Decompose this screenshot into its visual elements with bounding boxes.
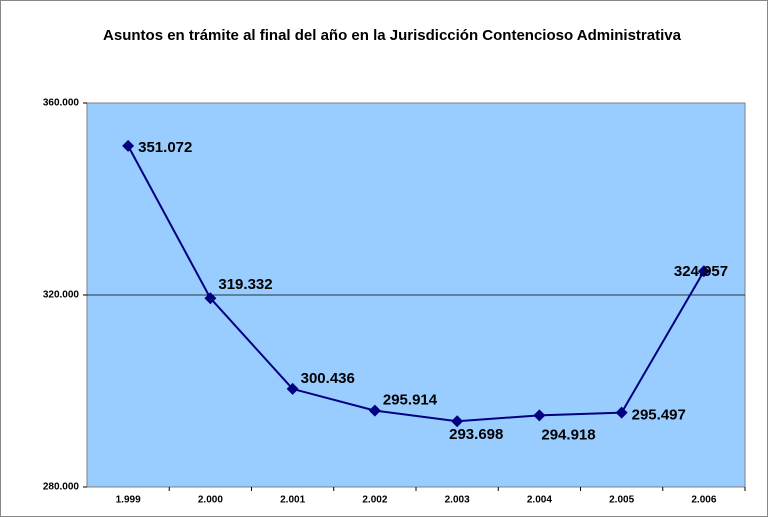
- marker: [697, 265, 710, 278]
- x-tick-label: 1.999: [116, 495, 141, 506]
- data-label: 324.957: [674, 263, 728, 280]
- marker: [615, 406, 628, 419]
- chart-title: Asuntos en trámite al final del año en l…: [103, 27, 681, 44]
- x-tick-label: 2.001: [280, 495, 305, 506]
- x-tick-label: 2.006: [691, 495, 716, 506]
- data-label: 295.914: [383, 392, 438, 409]
- marker: [204, 292, 217, 305]
- data-label: 293.698: [449, 426, 503, 443]
- series-line: [127, 145, 705, 423]
- marker: [122, 139, 135, 152]
- marker: [533, 409, 546, 422]
- data-label: 319.332: [218, 276, 272, 293]
- y-tick-label: 280.000: [43, 482, 80, 493]
- x-tick-label: 2.005: [609, 495, 634, 506]
- marker: [451, 415, 464, 428]
- marker: [286, 382, 299, 395]
- y-tick-label: 320.000: [43, 290, 80, 301]
- x-tick-label: 2.000: [198, 495, 223, 506]
- data-label: 300.436: [301, 370, 355, 387]
- x-tick-label: 2.002: [362, 495, 387, 506]
- y-tick-label: 360.000: [43, 98, 80, 109]
- data-label: 295.497: [632, 407, 686, 424]
- x-tick-label: 2.004: [527, 495, 552, 506]
- data-label: 294.918: [541, 426, 595, 443]
- marker: [368, 404, 381, 417]
- x-tick-label: 2.003: [445, 495, 470, 506]
- data-label: 351.072: [138, 139, 192, 156]
